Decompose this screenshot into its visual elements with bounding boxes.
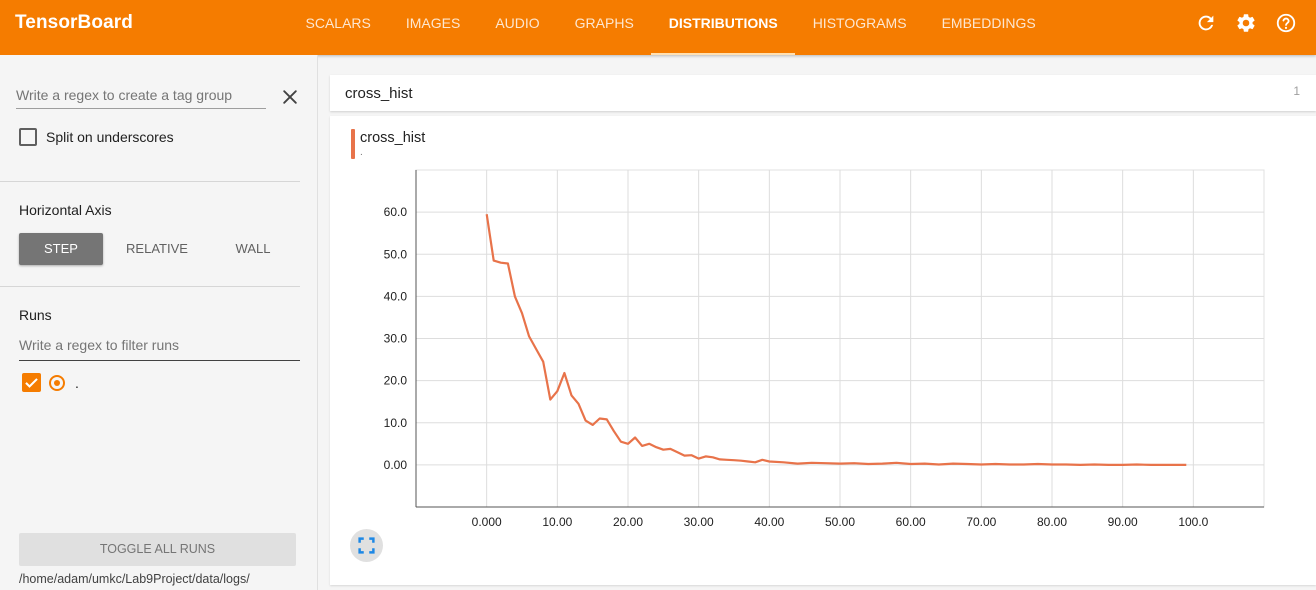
split-underscores-checkbox[interactable] (19, 128, 37, 146)
distribution-card: cross_hist . 0.000 10.00 20.00 30.00 40.00 50… (330, 116, 1316, 585)
tag-group-input[interactable]: Write a regex to create a tag group (16, 83, 266, 109)
tab-distributions[interactable]: DISTRIBUTIONS (651, 0, 796, 55)
y-tick-label: 20.0 (384, 374, 408, 388)
tab-audio[interactable]: AUDIO (495, 15, 540, 31)
y-tick-label: 40.0 (384, 289, 408, 303)
toggle-all-runs-button[interactable]: TOGGLE ALL RUNS (19, 533, 296, 566)
run-name: . (75, 374, 79, 391)
x-tick-label: 30.00 (684, 515, 714, 529)
run-filter-input[interactable]: Write a regex to filter runs (19, 337, 300, 361)
series-line (485, 214, 1187, 466)
axis-wall-button[interactable]: WALL (235, 241, 271, 256)
log-directory: /home/adam/umkc/Lab9Project/data/logs/ (19, 572, 250, 586)
divider (0, 286, 300, 287)
divider (0, 181, 300, 182)
tag-group-title: cross_hist (345, 85, 413, 102)
distribution-chart[interactable]: 0.000 10.00 20.00 30.00 40.00 50.00 60.00 70.00… (330, 116, 1316, 585)
x-tick-label: 80.00 (1037, 515, 1067, 529)
y-tick-label: 10.0 (384, 416, 408, 430)
runs-title: Runs (19, 307, 52, 323)
tab-embeddings[interactable]: EMBEDDINGS (941, 15, 1036, 31)
run-item: . (22, 373, 79, 392)
y-tick-label: 30.0 (384, 332, 408, 346)
check-icon (25, 378, 38, 388)
tab-scalars[interactable]: SCALARS (305, 15, 371, 31)
split-underscores-label: Split on underscores (46, 129, 174, 145)
nav-tabs: SCALARS IMAGES AUDIO GRAPHS DISTRIBUTION… (288, 0, 1053, 55)
card-title: cross_hist (360, 130, 426, 146)
expand-chart-button[interactable] (350, 529, 383, 562)
y-tick-label: 0.00 (384, 458, 408, 472)
x-tick-label: 90.00 (1108, 515, 1138, 529)
split-underscores-row[interactable]: Split on underscores (19, 128, 174, 146)
x-tick-label: 70.00 (966, 515, 996, 529)
tab-graphs[interactable]: GRAPHS (574, 15, 634, 31)
tag-group-header[interactable]: cross_hist 1 (330, 75, 1316, 111)
x-tick-label: 20.00 (613, 515, 643, 529)
run-radio-button[interactable] (49, 374, 65, 391)
y-tick-label: 50.0 (384, 247, 408, 261)
x-tick-label: 100.0 (1178, 515, 1208, 529)
x-tick-label: 40.00 (754, 515, 784, 529)
run-checkbox[interactable] (22, 373, 41, 392)
tag-group-count: 1 (1293, 84, 1300, 98)
x-tick-label: 60.00 (896, 515, 926, 529)
x-tick-label: 0.000 (472, 515, 502, 529)
tab-images[interactable]: IMAGES (405, 15, 461, 31)
horizontal-axis-title: Horizontal Axis (19, 202, 112, 218)
x-tick-label: 50.00 (825, 515, 855, 529)
horizontal-axis-selector: STEP RELATIVE WALL (19, 233, 295, 265)
sidebar: Write a regex to create a tag group Spli… (0, 55, 318, 590)
brand-title[interactable]: TensorBoard (15, 12, 133, 33)
axis-relative-button[interactable]: RELATIVE (126, 241, 188, 256)
x-tick-label: 10.00 (542, 515, 572, 529)
close-icon[interactable] (280, 87, 300, 107)
help-icon[interactable] (1275, 12, 1297, 34)
axis-step-button[interactable]: STEP (19, 233, 103, 265)
refresh-icon[interactable] (1195, 12, 1217, 34)
series-color-swatch (351, 129, 355, 159)
fullscreen-icon (358, 537, 375, 554)
app-header: TensorBoard SCALARS IMAGES AUDIO GRAPHS … (0, 0, 1316, 55)
settings-icon[interactable] (1235, 12, 1257, 34)
y-tick-label: 60.0 (384, 205, 408, 219)
main-content: cross_hist 1 cross_hist . 0.000 10.00 20.0… (318, 55, 1316, 590)
card-run-label: . (360, 147, 363, 158)
tab-histograms[interactable]: HISTOGRAMS (812, 15, 907, 31)
